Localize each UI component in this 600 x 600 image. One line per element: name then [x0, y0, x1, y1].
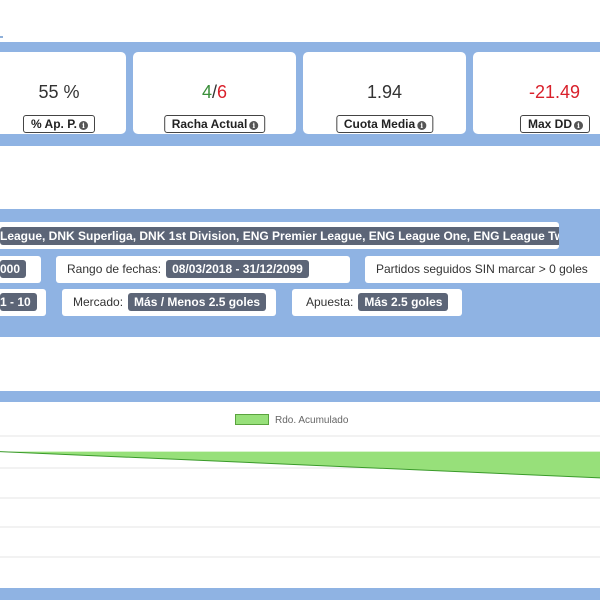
streak-wins: 4	[201, 82, 212, 102]
filter-odds-range[interactable]: 000	[0, 256, 41, 283]
stat-label-average-odds[interactable]: Cuota Media i	[335, 115, 434, 133]
filters-panel: League, DNK Superliga, DNK 1st Division,…	[0, 209, 600, 337]
stat-label-text: % Ap. P.	[30, 117, 78, 131]
info-icon[interactable]: i	[574, 121, 584, 130]
chart-legend[interactable]: Rdo. Acumulado	[235, 414, 348, 426]
filter-streak[interactable]: Partidos seguidos SIN marcar > 0 goles	[365, 256, 600, 283]
info-icon[interactable]: i	[417, 121, 427, 130]
legend-label: Rdo. Acumulado	[275, 415, 349, 426]
stat-value-current-streak: 4/6	[133, 82, 296, 103]
stats-panel: 55 % % Ap. P. i 4/6 Racha Actual i 1.94 Cu…	[0, 42, 600, 146]
chart-top-band	[0, 391, 600, 402]
chart-svg	[0, 435, 600, 558]
filter-leagues[interactable]: League, DNK Superliga, DNK 1st Division,…	[0, 222, 559, 249]
filter-bet[interactable]: Apuesta: Más 2.5 goles	[292, 289, 462, 316]
filter-date-range[interactable]: Rango de fechas: 08/03/2018 - 31/12/2099	[56, 256, 350, 283]
stat-label-hit-rate[interactable]: % Ap. P. i	[22, 115, 96, 133]
stat-label-current-streak[interactable]: Racha Actual i	[163, 115, 266, 133]
bet-label: Apuesta:	[306, 295, 354, 309]
info-icon[interactable]: i	[79, 121, 89, 130]
odds-range-chip: 000	[0, 260, 27, 278]
corner-mark	[0, 36, 3, 38]
stat-value-hit-rate: 55 %	[38, 82, 80, 102]
stat-label-text: Cuota Media	[343, 117, 416, 131]
stat-label-max-drawdown[interactable]: Max DD i	[519, 115, 591, 133]
streak-label: Partidos seguidos SIN marcar > 0 goles	[376, 262, 588, 276]
series-line-rdo-acumulado	[0, 451, 600, 479]
market-label: Mercado:	[73, 295, 124, 309]
max-dd-value: -21.49	[528, 82, 581, 102]
streak-separator: /	[211, 82, 217, 102]
date-range-label: Rango de fechas:	[67, 262, 162, 276]
date-range-chip: 08/03/2018 - 31/12/2099	[166, 260, 309, 278]
bet-chip: Más 2.5 goles	[358, 293, 449, 311]
stat-card-max-drawdown: -21.49 Max DD i	[473, 52, 600, 134]
streak-range-chip: 1 - 10	[0, 293, 37, 311]
stat-value-max-drawdown: -21.49	[473, 82, 600, 103]
series-area-rdo-acumulado	[0, 451, 600, 478]
stat-value-average-odds: 1.94	[366, 82, 403, 102]
streak-losses: 6	[217, 82, 228, 102]
stat-card-hit-rate: 55 % % Ap. P. i	[0, 52, 126, 134]
filter-market[interactable]: Mercado: Más / Menos 2.5 goles	[62, 289, 276, 316]
stat-label-text: Racha Actual	[171, 117, 248, 131]
stat-card-current-streak: 4/6 Racha Actual i	[133, 52, 296, 134]
filter-streak-range[interactable]: 1 - 10	[0, 289, 46, 316]
leagues-chip: League, DNK Superliga, DNK 1st Division,…	[0, 227, 559, 245]
stat-label-text: Max DD	[527, 117, 573, 131]
info-icon[interactable]: i	[249, 121, 259, 130]
chart-bottom-band	[0, 588, 600, 600]
stat-card-average-odds: 1.94 Cuota Media i	[303, 52, 466, 134]
legend-swatch	[235, 414, 269, 425]
market-chip: Más / Menos 2.5 goles	[128, 293, 267, 311]
